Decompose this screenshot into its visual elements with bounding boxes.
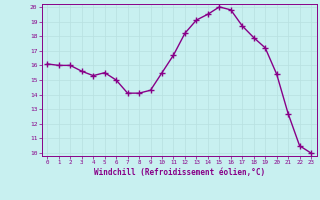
X-axis label: Windchill (Refroidissement éolien,°C): Windchill (Refroidissement éolien,°C): [94, 168, 265, 177]
